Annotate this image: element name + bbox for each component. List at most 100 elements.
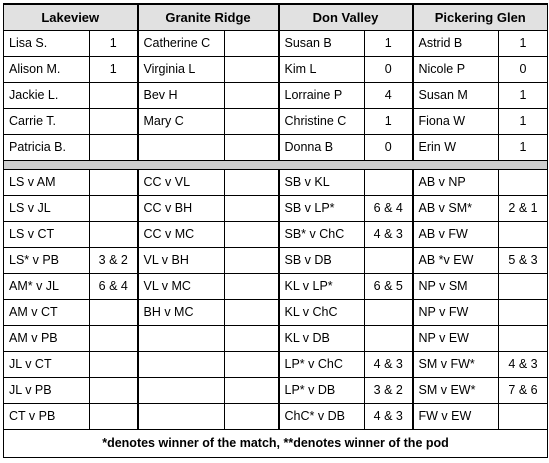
player-name-cell: Susan B xyxy=(277,30,365,57)
match-score-cell xyxy=(364,299,413,326)
player-wins-cell: 0 xyxy=(364,56,413,83)
pod-header-pickering-glen: Pickering Glen xyxy=(411,3,548,31)
match-score-cell: 6 & 4 xyxy=(364,195,413,222)
match-score-cell xyxy=(89,299,138,326)
player-wins-cell: 1 xyxy=(89,56,138,83)
match-pair-cell: SB* v ChC xyxy=(277,221,365,248)
match-score-cell xyxy=(89,403,138,430)
match-pair-cell: AM v CT xyxy=(3,299,90,326)
player-wins-cell xyxy=(224,56,279,83)
match-score-cell: 2 & 1 xyxy=(498,195,548,222)
player-name-cell: Lisa S. xyxy=(3,30,90,57)
match-score-cell: 4 & 3 xyxy=(364,351,413,378)
match-score-cell xyxy=(364,169,413,196)
match-pair-cell: JL v CT xyxy=(3,351,90,378)
pod-header-row: Lakeview Granite Ridge Don Valley Picker… xyxy=(3,3,548,31)
match-score-cell: 6 & 5 xyxy=(364,273,413,300)
match-score-cell xyxy=(89,221,138,248)
player-name-cell: Virginia L xyxy=(136,56,225,83)
match-pair-cell xyxy=(136,351,225,378)
pod-header-granite-ridge: Granite Ridge xyxy=(136,3,279,31)
player-name-cell: Donna B xyxy=(277,134,365,161)
match-score-cell: 7 & 6 xyxy=(498,377,548,404)
match-pair-cell: AM* v JL xyxy=(3,273,90,300)
match-pair-cell: AB *v EW xyxy=(411,247,499,274)
player-wins-cell: 1 xyxy=(498,134,548,161)
match-pair-cell: LS v AM xyxy=(3,169,90,196)
player-wins-cell xyxy=(224,134,279,161)
player-name-cell: Jackie L. xyxy=(3,82,90,109)
player-name-cell: Patricia B. xyxy=(3,134,90,161)
match-score-cell xyxy=(224,351,279,378)
match-pair-cell: SB v LP* xyxy=(277,195,365,222)
player-name-cell: Carrie T. xyxy=(3,108,90,135)
match-pair-cell: CT v PB xyxy=(3,403,90,430)
player-name-cell: Astrid B xyxy=(411,30,499,57)
match-score-cell xyxy=(364,247,413,274)
player-name-cell: Susan M xyxy=(411,82,499,109)
match-pair-cell: FW v EW xyxy=(411,403,499,430)
match-score-cell xyxy=(89,351,138,378)
player-name-cell: Bev H xyxy=(136,82,225,109)
match-score-cell xyxy=(89,325,138,352)
match-pair-cell: AB v FW xyxy=(411,221,499,248)
match-pair-cell: KL v DB xyxy=(277,325,365,352)
match-score-cell xyxy=(498,221,548,248)
match-pair-cell xyxy=(136,325,225,352)
player-name-cell: Erin W xyxy=(411,134,499,161)
match-score-cell xyxy=(224,273,279,300)
match-pair-cell: KL v LP* xyxy=(277,273,365,300)
match-pair-cell: JL v PB xyxy=(3,377,90,404)
match-score-cell xyxy=(498,169,548,196)
player-wins-cell: 1 xyxy=(364,30,413,57)
player-name-cell: Mary C xyxy=(136,108,225,135)
match-row: JL v CT LP* v ChC 4 & 3 SM v FW* 4 & 3 xyxy=(3,351,548,378)
match-pair-cell: AM v PB xyxy=(3,325,90,352)
match-score-cell xyxy=(224,403,279,430)
player-wins-cell xyxy=(89,82,138,109)
match-pair-cell: LS v CT xyxy=(3,221,90,248)
player-wins-cell: 1 xyxy=(89,30,138,57)
match-pair-cell: LS v JL xyxy=(3,195,90,222)
match-score-cell xyxy=(498,325,548,352)
match-score-cell xyxy=(498,403,548,430)
player-name-cell: Nicole P xyxy=(411,56,499,83)
player-name-cell: Christine C xyxy=(277,108,365,135)
player-name-cell: Kim L xyxy=(277,56,365,83)
player-name-cell: Fiona W xyxy=(411,108,499,135)
legend-note: *denotes winner of the match, **denotes … xyxy=(3,429,548,458)
match-pair-cell: CC v MC xyxy=(136,221,225,248)
match-score-cell: 3 & 2 xyxy=(89,247,138,274)
match-score-cell xyxy=(364,325,413,352)
separator-band xyxy=(3,160,548,170)
match-pair-cell xyxy=(136,403,225,430)
match-score-cell: 6 & 4 xyxy=(89,273,138,300)
match-row: LS v CT CC v MC SB* v ChC 4 & 3 AB v FW xyxy=(3,221,548,248)
match-pair-cell: LP* v ChC xyxy=(277,351,365,378)
match-pair-cell: SB v KL xyxy=(277,169,365,196)
match-score-cell: 4 & 3 xyxy=(364,403,413,430)
match-pair-cell: SB v DB xyxy=(277,247,365,274)
match-score-cell: 3 & 2 xyxy=(364,377,413,404)
player-wins-cell: 0 xyxy=(498,56,548,83)
match-score-cell xyxy=(224,169,279,196)
player-name-cell: Alison M. xyxy=(3,56,90,83)
match-row: AM v PB KL v DB NP v EW xyxy=(3,325,548,352)
match-row: JL v PB LP* v DB 3 & 2 SM v EW* 7 & 6 xyxy=(3,377,548,404)
player-wins-cell: 1 xyxy=(498,82,548,109)
match-row: LS v JL CC v BH SB v LP* 6 & 4 AB v SM* 2 & 1 xyxy=(3,195,548,222)
match-pair-cell xyxy=(136,377,225,404)
match-pair-cell: AB v SM* xyxy=(411,195,499,222)
match-score-cell xyxy=(224,221,279,248)
match-pair-cell: CC v VL xyxy=(136,169,225,196)
player-wins-cell: 1 xyxy=(498,108,548,135)
player-wins-cell xyxy=(89,134,138,161)
match-pair-cell: LP* v DB xyxy=(277,377,365,404)
player-name-cell: Catherine C xyxy=(136,30,225,57)
match-score-cell xyxy=(224,325,279,352)
player-wins-cell xyxy=(89,108,138,135)
match-pair-cell: LS* v PB xyxy=(3,247,90,274)
match-pair-cell: KL v ChC xyxy=(277,299,365,326)
